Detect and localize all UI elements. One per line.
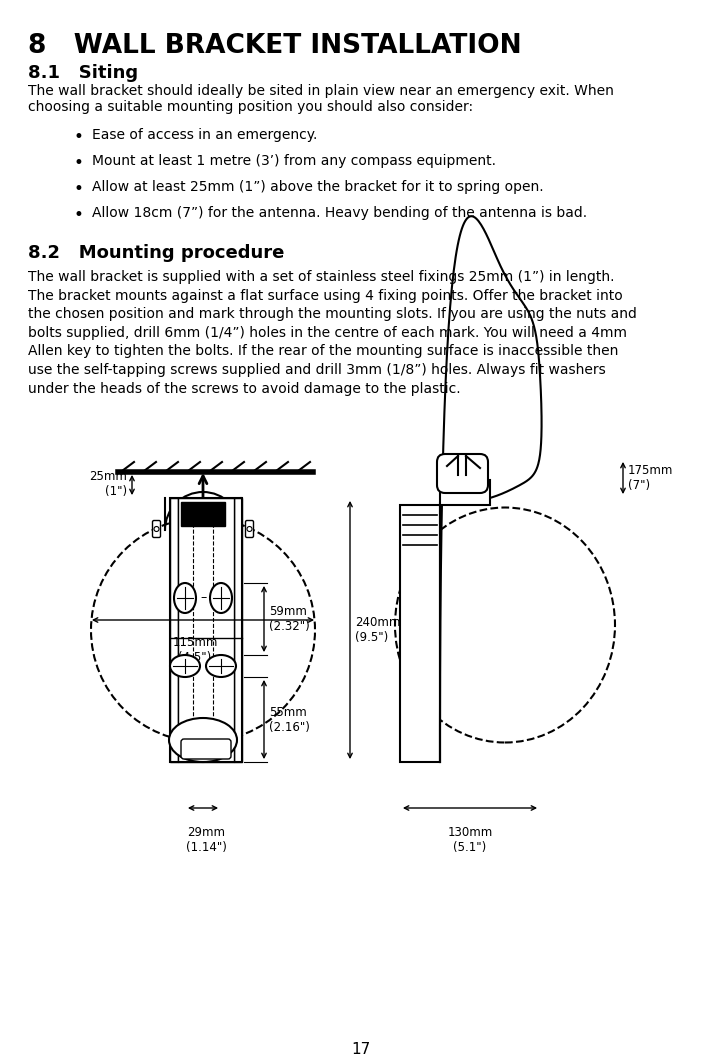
- Bar: [400, 505, 440, 762]
- Text: 29mm
(1.14"): 29mm (1.14"): [186, 826, 227, 854]
- Text: Ease of access in an emergency.: Ease of access in an emergency.: [92, 128, 318, 142]
- Text: The wall bracket is supplied with a set of stainless steel fixings 25mm (1”) in : The wall bracket is supplied with a set …: [28, 270, 637, 396]
- Text: choosing a suitable mounting position you should also consider:: choosing a suitable mounting position yo…: [28, 100, 473, 114]
- Text: 240mm
(9.5"): 240mm (9.5"): [355, 616, 401, 644]
- FancyBboxPatch shape: [245, 521, 253, 538]
- Text: 8.2   Mounting procedure: 8.2 Mounting procedure: [28, 244, 284, 262]
- FancyBboxPatch shape: [181, 739, 231, 759]
- Text: •: •: [73, 180, 83, 198]
- Text: •: •: [73, 128, 83, 146]
- Text: 8   WALL BRACKET INSTALLATION: 8 WALL BRACKET INSTALLATION: [28, 33, 521, 59]
- Bar: [170, 498, 242, 762]
- Circle shape: [247, 526, 252, 532]
- FancyBboxPatch shape: [152, 521, 160, 538]
- Bar: [178, 498, 234, 762]
- Text: Allow 18cm (7”) for the antenna. Heavy bending of the antenna is bad.: Allow 18cm (7”) for the antenna. Heavy b…: [92, 207, 587, 220]
- Ellipse shape: [206, 656, 236, 677]
- Text: 115mm
(4.5"): 115mm (4.5"): [173, 636, 218, 664]
- Ellipse shape: [210, 584, 232, 613]
- Text: •: •: [73, 207, 83, 225]
- Text: •: •: [73, 154, 83, 172]
- Text: 55mm
(2.16"): 55mm (2.16"): [269, 705, 310, 734]
- Text: The wall bracket should ideally be sited in plain view near an emergency exit. W: The wall bracket should ideally be sited…: [28, 84, 614, 98]
- Ellipse shape: [170, 656, 200, 677]
- Text: 59mm
(2.32"): 59mm (2.32"): [269, 605, 310, 633]
- Bar: [234, 498, 242, 762]
- Ellipse shape: [174, 584, 196, 613]
- Bar: [170, 498, 178, 762]
- Bar: [440, 480, 490, 505]
- Text: –: –: [201, 592, 207, 605]
- Text: Allow at least 25mm (1”) above the bracket for it to spring open.: Allow at least 25mm (1”) above the brack…: [92, 180, 544, 194]
- Text: 25mm
(1"): 25mm (1"): [89, 470, 127, 498]
- Circle shape: [154, 526, 159, 532]
- Bar: [181, 502, 225, 526]
- Text: 175mm
(7"): 175mm (7"): [628, 464, 674, 492]
- FancyBboxPatch shape: [437, 454, 488, 493]
- Text: 130mm
(5.1"): 130mm (5.1"): [448, 826, 492, 854]
- Text: 17: 17: [352, 1042, 370, 1057]
- Text: Mount at least 1 metre (3’) from any compass equipment.: Mount at least 1 metre (3’) from any com…: [92, 154, 496, 168]
- Ellipse shape: [169, 718, 237, 762]
- Text: 8.1   Siting: 8.1 Siting: [28, 64, 138, 82]
